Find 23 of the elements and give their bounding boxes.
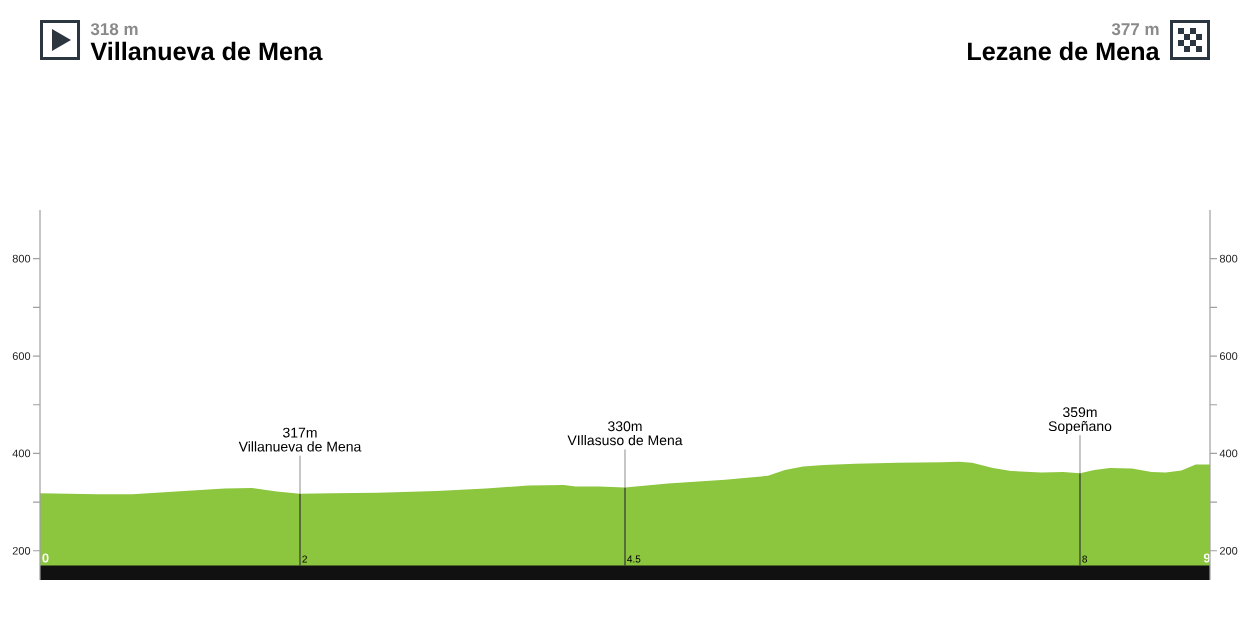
y-tick-label: 200 [12, 546, 31, 555]
text: 377 m [1111, 23, 1159, 36]
y-tick-label: 600 [12, 352, 31, 360]
text: 318 m [90, 23, 138, 36]
annotation: 317m [283, 427, 317, 438]
x-tick-label: 8 [1082, 555, 1088, 563]
ref-line-label: Villanueva de Mena [238, 441, 362, 452]
x-tick-label: 4.5 [627, 555, 641, 563]
y2-tick-label: 600 [1219, 352, 1238, 360]
text: Villanueva de Mena [90, 41, 323, 61]
text: Lezane de Mena [968, 41, 1160, 61]
y2-tick-label: 800 [1219, 254, 1238, 263]
annotation: 330m [608, 421, 642, 432]
x-tick-label: 2 [302, 555, 307, 563]
y2-tick-label: 200 [1219, 546, 1238, 555]
y2-tick-label: 400 [1219, 449, 1238, 458]
x-tick-label: 9 [1203, 553, 1211, 563]
y-tick-label: 800 [12, 254, 31, 263]
x-tick-label: 0 [42, 553, 49, 563]
annotation: 359m [1063, 407, 1097, 418]
ref-line-label: VIllasuso de Mena [567, 434, 683, 446]
y-tick-label: 400 [12, 449, 31, 458]
ref-line-label: Sopeñano [1048, 420, 1112, 434]
